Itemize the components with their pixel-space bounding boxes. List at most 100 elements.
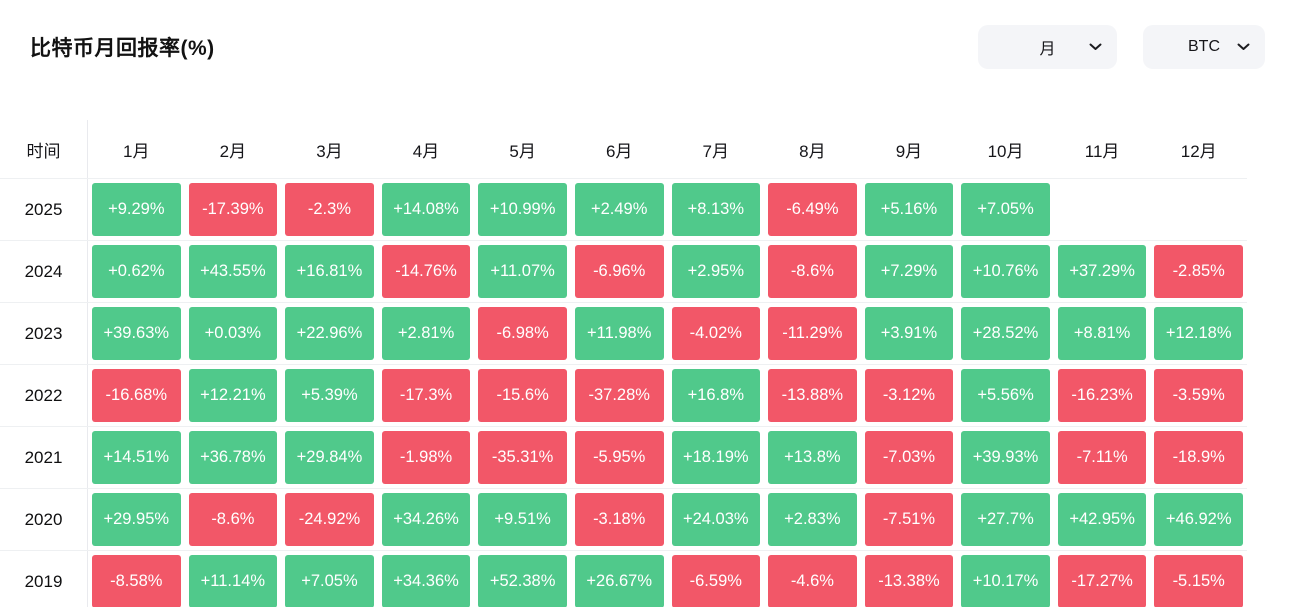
month-cell-slot: +8.13% bbox=[668, 179, 765, 240]
month-cell-slot: +37.29% bbox=[1054, 241, 1151, 302]
month-cell-slot: +7.05% bbox=[957, 179, 1054, 240]
return-cell: +28.52% bbox=[961, 307, 1050, 360]
return-cell: +2.81% bbox=[381, 307, 471, 360]
month-cell-slot: -6.96% bbox=[571, 241, 668, 302]
month-cell-slot: +16.8% bbox=[668, 365, 765, 426]
return-cell: -16.23% bbox=[1057, 369, 1147, 422]
column-header-month: 12月 bbox=[1180, 141, 1217, 161]
column-header-month: 7月 bbox=[702, 141, 730, 161]
month-cell-slot: +39.63% bbox=[88, 303, 185, 364]
period-dropdown[interactable]: 月 bbox=[978, 24, 1117, 69]
month-cell-slot: -8.58% bbox=[88, 551, 185, 607]
month-cell-slot: -2.3% bbox=[281, 179, 378, 240]
column-header-month: 10月 bbox=[987, 141, 1024, 161]
month-cell-slot: +5.56% bbox=[957, 365, 1054, 426]
return-cell: +14.51% bbox=[92, 431, 181, 484]
chevron-down-icon bbox=[1089, 38, 1102, 56]
column-header-month: 4月 bbox=[412, 141, 440, 161]
table-row: 2023 +39.63% +0.03% +22.96% +2.81% -6.98% +11.… bbox=[0, 303, 1247, 365]
return-cell: -16.68% bbox=[92, 369, 181, 422]
return-cell: -6.59% bbox=[671, 555, 761, 607]
return-cell: -8.6% bbox=[188, 493, 278, 546]
month-cell-slot: +2.95% bbox=[668, 241, 765, 302]
return-cell: -8.6% bbox=[768, 245, 857, 298]
return-cell: +22.96% bbox=[285, 307, 374, 360]
row-year-label: 2019 bbox=[0, 551, 88, 607]
return-cell: -24.92% bbox=[285, 493, 374, 546]
month-cell-slot: +14.51% bbox=[88, 427, 185, 488]
return-cell: +18.19% bbox=[671, 431, 761, 484]
return-cell: -8.58% bbox=[92, 555, 181, 607]
table-header-row: 时间 1月 2月 3月 4月 5月 6月 7月 8月 9月 10月 11月 12月 bbox=[0, 120, 1247, 179]
return-cell: -6.98% bbox=[478, 307, 567, 360]
month-cell-slot: -17.3% bbox=[378, 365, 475, 426]
month-cell-slot: +7.05% bbox=[281, 551, 378, 607]
column-header-time: 时间 bbox=[0, 120, 88, 178]
return-cell: -11.29% bbox=[768, 307, 857, 360]
month-cell-slot: +29.84% bbox=[281, 427, 378, 488]
month-cell-slot: -15.6% bbox=[474, 365, 571, 426]
return-cell: +42.95% bbox=[1057, 493, 1147, 546]
monthly-returns-heatmap: 时间 1月 2月 3月 4月 5月 6月 7月 8月 9月 10月 11月 12月 2025 +9.29%… bbox=[0, 120, 1247, 607]
return-cell: +9.51% bbox=[478, 493, 567, 546]
month-cell-slot: -17.39% bbox=[185, 179, 282, 240]
month-cell-slot: -3.18% bbox=[571, 489, 668, 550]
return-cell: -14.76% bbox=[381, 245, 471, 298]
month-cell-slot: +42.95% bbox=[1054, 489, 1151, 550]
month-cell-slot: +28.52% bbox=[957, 303, 1054, 364]
month-cell-slot: -6.98% bbox=[474, 303, 571, 364]
return-cell: -4.02% bbox=[671, 307, 761, 360]
table-row: 2019 -8.58% +11.14% +7.05% +34.36% +52.38% +26… bbox=[0, 551, 1247, 607]
return-cell: +10.17% bbox=[961, 555, 1050, 607]
return-cell: -18.9% bbox=[1154, 431, 1243, 484]
row-year-label: 2021 bbox=[0, 427, 88, 488]
return-cell: +10.99% bbox=[478, 183, 567, 236]
month-cell-slot: +10.17% bbox=[957, 551, 1054, 607]
month-cell-slot: +52.38% bbox=[474, 551, 571, 607]
return-cell: +52.38% bbox=[478, 555, 567, 607]
return-cell: +24.03% bbox=[671, 493, 761, 546]
return-cell: +7.05% bbox=[285, 555, 374, 607]
month-cell-slot: -2.85% bbox=[1150, 241, 1247, 302]
return-cell: -13.88% bbox=[768, 369, 857, 422]
return-cell: -3.18% bbox=[574, 493, 664, 546]
return-cell: +10.76% bbox=[961, 245, 1050, 298]
row-year-label: 2025 bbox=[0, 179, 88, 240]
column-header-month: 3月 bbox=[316, 141, 343, 161]
month-cell-slot: +12.18% bbox=[1150, 303, 1247, 364]
return-cell: -3.59% bbox=[1154, 369, 1243, 422]
topbar: 比特币月回报率(%) 月 BTC bbox=[0, 0, 1290, 73]
month-cell-slot: -16.23% bbox=[1054, 365, 1151, 426]
month-cell-slot: -1.98% bbox=[378, 427, 475, 488]
return-cell: +34.36% bbox=[381, 555, 471, 607]
month-cell-slot: -7.03% bbox=[861, 427, 958, 488]
month-cell-slot: +5.16% bbox=[861, 179, 958, 240]
asset-dropdown[interactable]: BTC bbox=[1143, 24, 1265, 69]
return-cell: -1.98% bbox=[381, 431, 471, 484]
return-cell: +37.29% bbox=[1057, 245, 1147, 298]
return-cell: +39.63% bbox=[92, 307, 181, 360]
month-cell-slot: +24.03% bbox=[668, 489, 765, 550]
return-cell: -2.3% bbox=[285, 183, 374, 236]
month-cell-slot: +22.96% bbox=[281, 303, 378, 364]
return-cell: +16.8% bbox=[671, 369, 761, 422]
month-cell-slot: +39.93% bbox=[957, 427, 1054, 488]
return-cell: -7.11% bbox=[1057, 431, 1147, 484]
month-cell-slot: +11.14% bbox=[185, 551, 282, 607]
controls: 月 BTC bbox=[978, 24, 1265, 69]
return-cell: +0.62% bbox=[92, 245, 181, 298]
month-cell-slot: -4.6% bbox=[764, 551, 861, 607]
return-cell: -17.27% bbox=[1057, 555, 1147, 607]
month-cell-slot: +46.92% bbox=[1150, 489, 1247, 550]
month-cell-slot: -8.6% bbox=[764, 241, 861, 302]
row-year-label: 2020 bbox=[0, 489, 88, 550]
month-cell-slot: +0.03% bbox=[185, 303, 282, 364]
return-cell: -17.39% bbox=[188, 183, 278, 236]
return-cell: -5.95% bbox=[574, 431, 664, 484]
month-cell-slot: +2.49% bbox=[571, 179, 668, 240]
month-cell-slot: +0.62% bbox=[88, 241, 185, 302]
month-cell-slot: +9.29% bbox=[88, 179, 185, 240]
return-cell: -3.12% bbox=[864, 369, 954, 422]
month-cell-slot: -17.27% bbox=[1054, 551, 1151, 607]
return-cell: +12.21% bbox=[188, 369, 278, 422]
